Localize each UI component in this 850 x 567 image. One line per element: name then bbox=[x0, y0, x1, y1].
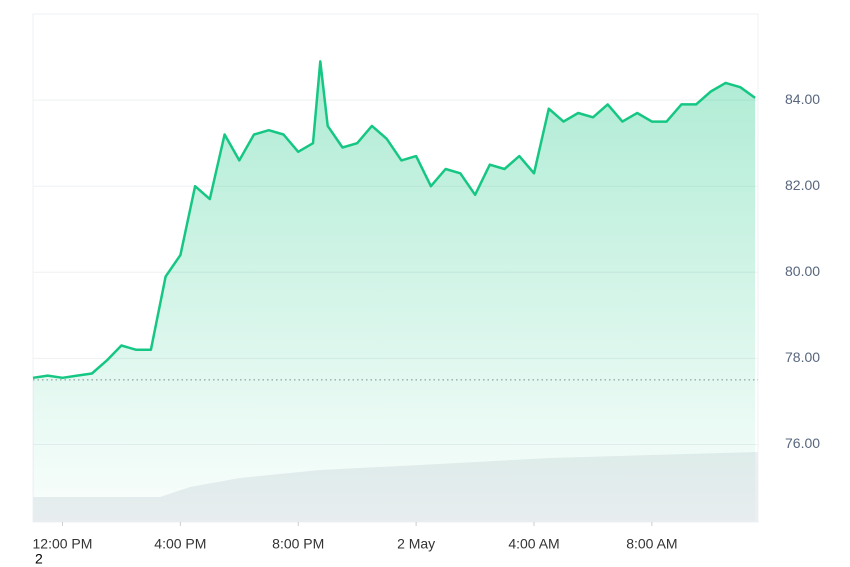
y-tick-label: 76.00 bbox=[785, 435, 820, 451]
x-tick-label: 2 May bbox=[397, 536, 435, 552]
x-tick-label: 4:00 AM bbox=[508, 536, 559, 552]
y-tick-label: 84.00 bbox=[785, 91, 820, 107]
annotation: 2 bbox=[35, 551, 43, 567]
x-tick-label: 8:00 AM bbox=[626, 536, 677, 552]
y-tick-label: 80.00 bbox=[785, 263, 820, 279]
price-line bbox=[32, 60, 756, 380]
x-tick-label: 8:00 PM bbox=[272, 536, 324, 552]
y-tick-label: 82.00 bbox=[785, 177, 820, 193]
y-tick-label: 78.00 bbox=[785, 349, 820, 365]
x-tick-label: 4:00 PM bbox=[154, 536, 206, 552]
x-tick-label: 12:00 PM bbox=[33, 536, 93, 552]
price-area bbox=[33, 61, 756, 523]
